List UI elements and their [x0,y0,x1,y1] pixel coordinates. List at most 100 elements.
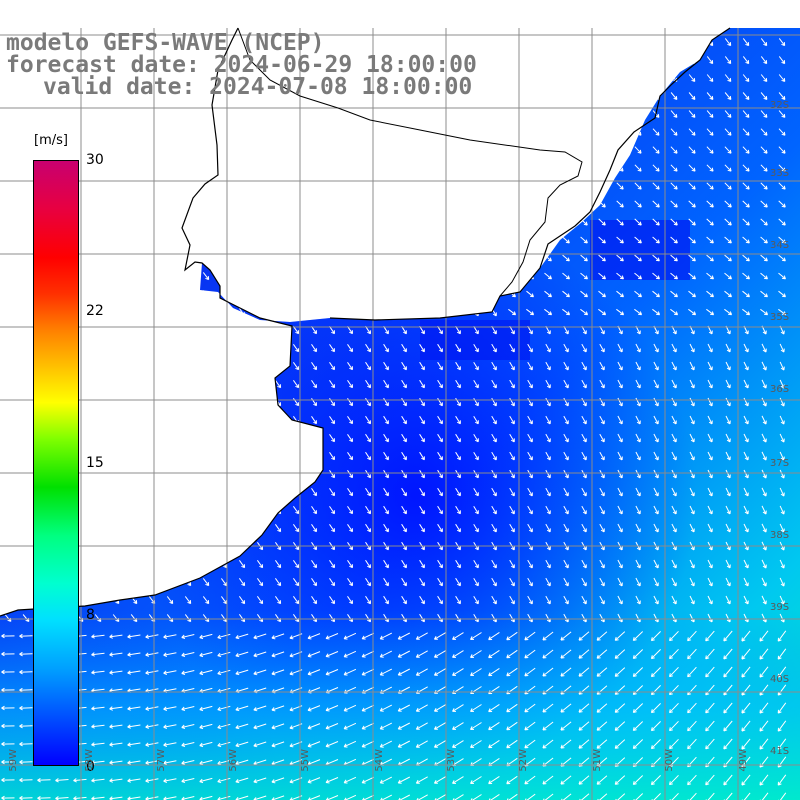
wind-arrow [706,290,714,298]
wind-arrow [741,774,751,786]
wind-arrow [325,723,339,730]
wind-arrow [365,127,371,137]
wind-arrow [112,164,120,172]
wind-arrow [725,577,731,587]
wind-arrow [311,434,317,443]
wind-arrow [635,433,641,443]
wind-arrow [256,182,264,191]
wind-arrow [22,308,30,316]
latitude-label: 38S [770,530,789,541]
wind-arrow [437,559,443,569]
wind-arrow [778,254,786,262]
wind-arrow [361,722,375,730]
wind-arrow [94,236,102,244]
wind-arrow [365,199,371,209]
wind-arrow [473,469,479,479]
wind-arrow [365,559,371,569]
wind-arrow [473,289,479,299]
wind-arrow [599,451,605,461]
wind-arrow [581,361,587,371]
wind-arrow [311,470,317,479]
wind-arrow [506,631,518,641]
wind-arrow [361,632,375,640]
wind-arrow [329,218,335,227]
wind-arrow [491,145,497,155]
wind-arrow [508,128,516,136]
wind-arrow [347,452,353,461]
wind-arrow [524,703,536,713]
wind-arrow [274,524,282,533]
wind-arrow [365,145,371,155]
wind-arrow [112,290,120,298]
wind-arrow [256,200,264,209]
wind-arrow [166,128,174,137]
wind-arrow [473,181,479,191]
wind-arrow [707,361,713,371]
wind-arrow [635,397,641,407]
wind-arrow [419,109,425,119]
wind-arrow [325,669,339,676]
wind-arrow [329,452,335,461]
wind-arrow [19,723,33,729]
wind-arrow [616,128,624,136]
wind-arrow [599,361,605,371]
wind-arrow [524,793,536,800]
wind-arrow [127,706,141,711]
wind-arrow [271,651,285,658]
wind-arrow [724,92,732,100]
wind-arrow [145,670,159,675]
wind-arrow [527,505,533,515]
wind-arrow [383,181,389,191]
latitude-label: 34S [770,240,789,251]
wind-arrow [256,308,264,317]
wind-arrow [419,523,425,533]
longitude-label: 49W [738,749,749,772]
wind-arrow [311,326,317,335]
wind-arrow [4,218,12,226]
wind-arrow [742,236,750,244]
wind-arrow [274,200,282,209]
wind-arrow [506,703,518,713]
wind-arrow [761,415,767,425]
wind-arrow [401,37,407,47]
wind-arrow [634,182,642,190]
wind-arrow [526,146,534,154]
wind-arrow [383,271,389,281]
wind-arrow [527,469,533,479]
wind-arrow [235,651,249,658]
wind-arrow [181,706,195,711]
wind-arrow [491,469,497,479]
wind-arrow [688,128,696,136]
wind-arrow [743,397,749,407]
wind-arrow [202,506,210,515]
wind-arrow [311,110,317,119]
wind-arrow [670,272,678,280]
wind-arrow [274,344,282,353]
wind-arrow [1,669,15,675]
wind-arrow [415,740,428,748]
wind-arrow [616,182,624,190]
wind-arrow [452,632,464,640]
wind-arrow [743,505,749,515]
wind-arrow [581,469,587,479]
wind-arrow [22,452,30,460]
wind-arrow [580,56,588,65]
wind-arrow [202,254,210,263]
wind-arrow [184,218,192,227]
wind-arrow [419,307,425,317]
wind-arrow [311,146,317,155]
wind-arrow [4,110,12,118]
wind-arrow [274,110,282,119]
wind-arrow [635,469,641,479]
wind-arrow [419,505,425,515]
wind-arrow [91,634,105,639]
wind-arrow [491,181,497,191]
wind-arrow [524,739,536,749]
wind-arrow [365,487,371,497]
wind-arrow [166,344,174,353]
wind-arrow [307,669,321,676]
wind-arrow [598,146,606,154]
wind-arrow [473,487,479,497]
wind-arrow [777,720,787,732]
wind-arrow [433,776,446,784]
